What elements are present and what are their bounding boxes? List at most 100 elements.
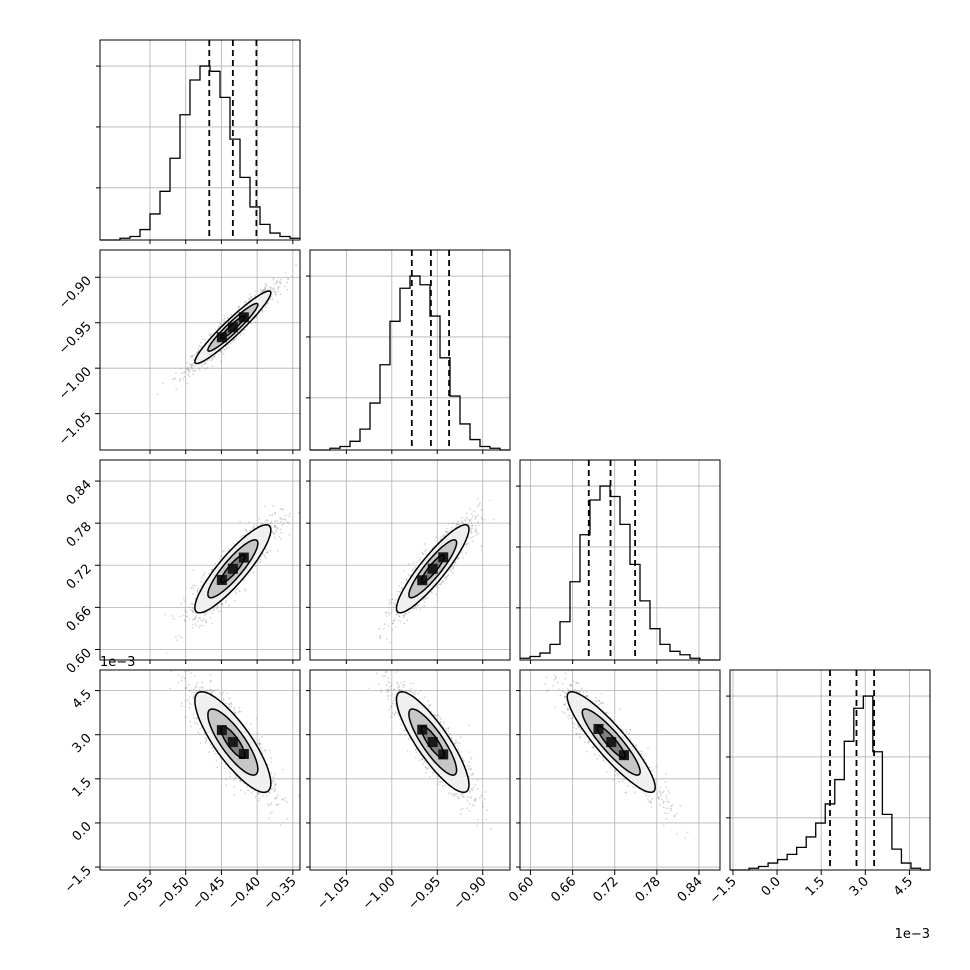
scatter-point	[416, 604, 419, 607]
scatter-point	[244, 588, 247, 591]
scatter-point	[189, 375, 191, 378]
scatter-point	[190, 366, 192, 369]
scatter-point	[445, 578, 448, 581]
scatter-point	[225, 784, 228, 786]
scatter-point	[464, 519, 467, 522]
scatter-point	[231, 340, 234, 343]
scatter-point	[221, 351, 224, 354]
scatter-point	[274, 293, 277, 295]
scatter-point	[456, 523, 458, 525]
scatter-point	[201, 681, 203, 684]
scatter-point	[269, 549, 272, 552]
scatter-point	[261, 310, 264, 313]
scatter-point	[476, 497, 479, 500]
scatter-point	[224, 601, 227, 604]
scatter-point	[284, 519, 287, 521]
scatter-point	[269, 297, 272, 300]
scatter-point	[468, 519, 471, 522]
scatter-point	[212, 750, 215, 753]
scatter-point	[186, 615, 189, 618]
scatter-point	[222, 347, 225, 350]
scatter-point	[450, 569, 453, 572]
scatter-point	[393, 617, 396, 620]
contour-line	[408, 539, 458, 599]
scatter-point	[284, 285, 286, 288]
scatter-point	[392, 622, 394, 625]
density-core-cell	[417, 575, 428, 586]
scatter-point	[388, 602, 391, 605]
scatter-point	[253, 526, 255, 528]
scatter-point	[274, 524, 276, 527]
scatter-point	[188, 701, 191, 704]
scatter-point	[191, 626, 194, 629]
scatter-point	[256, 792, 259, 795]
scatter-point	[225, 596, 228, 599]
scatter-point	[228, 705, 231, 708]
scatter-point	[281, 508, 283, 510]
scatter-point	[185, 615, 187, 618]
scatter-point	[280, 520, 282, 523]
scatter-point	[265, 551, 268, 554]
scatter-point	[204, 621, 207, 624]
scatter-point	[188, 690, 191, 693]
scatter-point	[221, 555, 224, 557]
scatter-point	[274, 511, 276, 514]
scatter-point	[274, 782, 277, 785]
scatter-point	[194, 617, 197, 620]
scatter-point	[194, 618, 197, 620]
scatter-point	[239, 789, 242, 792]
scatter-point	[258, 741, 261, 744]
scatter-point	[233, 338, 236, 341]
scatter-point	[187, 374, 190, 377]
scatter-point	[475, 530, 477, 533]
scatter-point	[451, 572, 454, 574]
scatter-point	[214, 562, 216, 565]
scatter-point	[184, 371, 186, 373]
scatter-point	[413, 568, 416, 571]
scatter-point	[394, 603, 397, 606]
scatter-point	[254, 294, 257, 297]
scatter-point	[445, 530, 448, 533]
scatter-point	[179, 615, 182, 618]
scatter-point	[388, 613, 391, 616]
scatter-point	[394, 599, 397, 601]
scatter-point	[204, 338, 207, 341]
scatter-point	[259, 558, 262, 561]
scatter-point	[471, 524, 474, 527]
contour-line	[395, 524, 470, 614]
scatter-point	[477, 514, 480, 517]
scatter-point	[230, 313, 233, 316]
scatter-point	[404, 612, 407, 615]
scatter-point	[211, 358, 214, 361]
scatter-point	[246, 530, 248, 533]
scatter-point	[228, 346, 230, 349]
contour-line	[220, 315, 246, 340]
scatter-point	[408, 563, 410, 565]
scatter-point	[220, 360, 223, 363]
scatter-point	[431, 592, 433, 594]
scatter-point	[183, 619, 186, 621]
histogram-step-3	[730, 695, 930, 871]
scatter-point	[273, 283, 276, 286]
scatter-point	[273, 780, 275, 783]
scatter-point	[196, 682, 199, 684]
scatter-point	[211, 690, 214, 693]
scatter-point	[392, 602, 395, 604]
scatter-point	[470, 528, 473, 531]
scatter-point	[223, 314, 226, 317]
scatter-point	[449, 568, 452, 571]
scatter-point	[470, 518, 473, 520]
scatter-point	[209, 688, 212, 691]
data-layer	[100, 40, 930, 871]
scatter-point	[210, 622, 213, 625]
scatter-point	[250, 322, 252, 325]
scatter-point	[281, 523, 284, 526]
scatter-point	[221, 604, 224, 607]
scatter-point	[479, 502, 481, 504]
scatter-point	[164, 613, 167, 616]
scatter-point	[194, 365, 196, 367]
scatter-point	[230, 342, 232, 345]
histogram-step-2	[520, 485, 720, 661]
scatter-point	[239, 521, 242, 523]
scatter-point	[248, 521, 251, 524]
